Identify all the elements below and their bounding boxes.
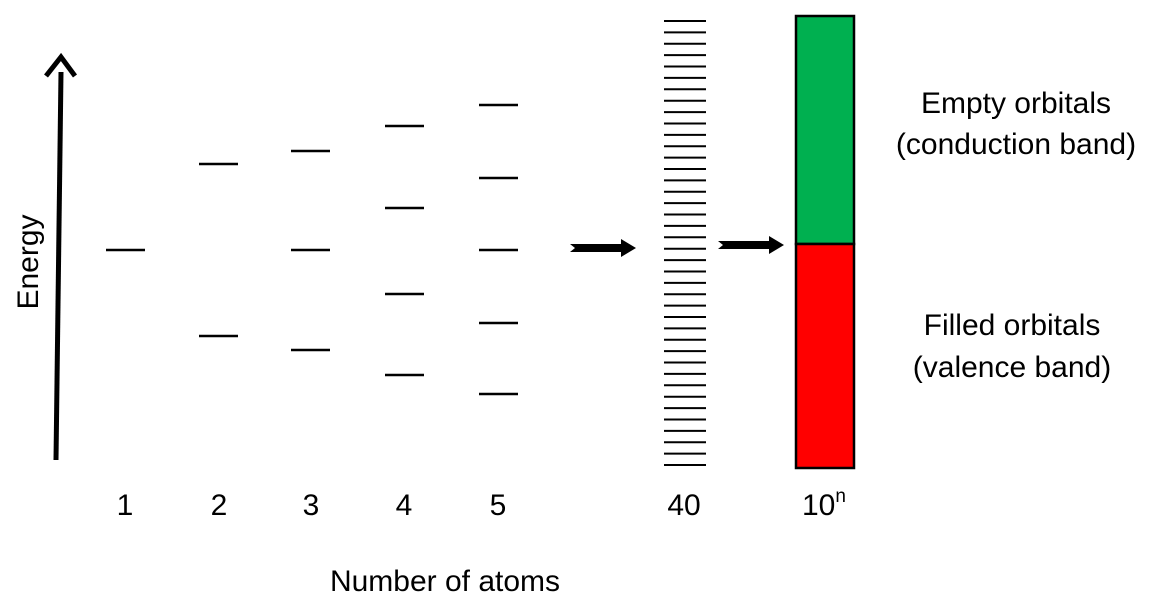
atom-count-label-4: 4 [396, 489, 413, 522]
valence-band-line2: (valence band) [913, 351, 1111, 384]
exponent-base: 10 [802, 489, 835, 522]
valence-band-line1: Filled orbitals [924, 309, 1101, 342]
right-arrow-icon [718, 236, 784, 254]
exponent-power: n [835, 486, 846, 507]
atom-count-label-5: 5 [490, 489, 507, 522]
right-arrow-icon [570, 239, 636, 257]
atom-count-label-40: 40 [667, 489, 700, 522]
valence-band-block [794, 242, 856, 470]
levels-40-atoms [664, 20, 706, 466]
levels-5-atoms [479, 103, 518, 396]
levels-4-atoms [385, 124, 424, 377]
atom-count-label-3: 3 [303, 489, 320, 522]
conduction-band-line1: Empty orbitals [921, 87, 1111, 120]
levels-2-atoms [199, 162, 238, 338]
atom-count-label-2: 2 [211, 489, 228, 522]
atom-count-label-1: 1 [117, 489, 134, 522]
atom-count-label-10n: 10n [802, 486, 846, 522]
energy-axis-label: Energy [12, 214, 45, 309]
energy-axis-arrow [44, 52, 78, 461]
conduction-band-block [794, 14, 856, 246]
conduction-band-line2: (conduction band) [896, 128, 1136, 161]
levels-3-atoms [291, 149, 330, 352]
x-axis-label: Number of atoms [330, 565, 560, 597]
